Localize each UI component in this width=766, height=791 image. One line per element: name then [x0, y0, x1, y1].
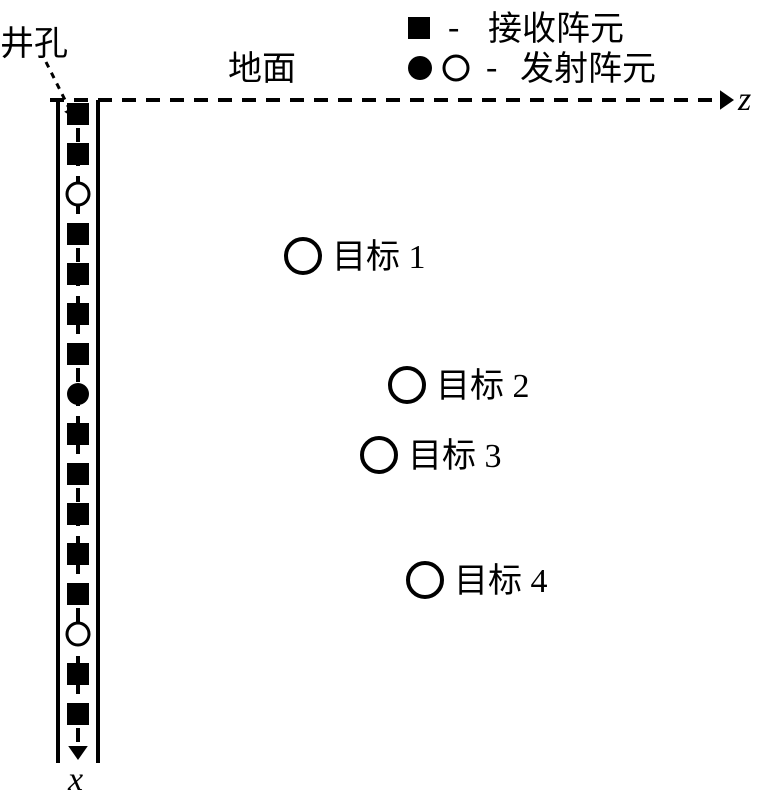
receiver-element [67, 103, 89, 125]
target-marker [286, 239, 320, 273]
receiver-element [67, 663, 89, 685]
receiver-element [67, 143, 89, 165]
transmitter-solid-element [67, 383, 89, 405]
transmitter-hollow-element [67, 623, 89, 645]
target-marker [390, 368, 424, 402]
legend-receiver-icon [408, 17, 430, 39]
receiver-element [67, 543, 89, 565]
legend-receiver-label: 接收阵元 [488, 10, 624, 48]
receiver-element [67, 463, 89, 485]
receiver-element [67, 703, 89, 725]
target-marker [408, 563, 442, 597]
z-axis-label: z [737, 81, 751, 118]
receiver-element [67, 423, 89, 445]
legend-dash-1: - [448, 9, 459, 46]
receiver-element [67, 503, 89, 525]
receiver-element [67, 263, 89, 285]
x-axis-label: x [67, 761, 83, 791]
receiver-element [67, 583, 89, 605]
receiver-element [67, 303, 89, 325]
receiver-element [67, 343, 89, 365]
target-label: 目标 1 [332, 238, 426, 276]
target-label: 目标 3 [408, 437, 502, 475]
borehole-label: 井孔 [0, 25, 68, 63]
ground-label: 地面 [228, 50, 296, 88]
legend-transmitter-solid-icon [408, 56, 432, 80]
legend-transmitter-hollow-icon [444, 56, 468, 80]
receiver-element [67, 223, 89, 245]
target-label: 目标 4 [454, 562, 548, 600]
transmitter-hollow-element [67, 183, 89, 205]
target-label: 目标 2 [436, 367, 530, 405]
target-marker [362, 438, 396, 472]
legend-dash-2: - [486, 49, 497, 86]
legend-transmitter-label: 发射阵元 [520, 50, 656, 88]
